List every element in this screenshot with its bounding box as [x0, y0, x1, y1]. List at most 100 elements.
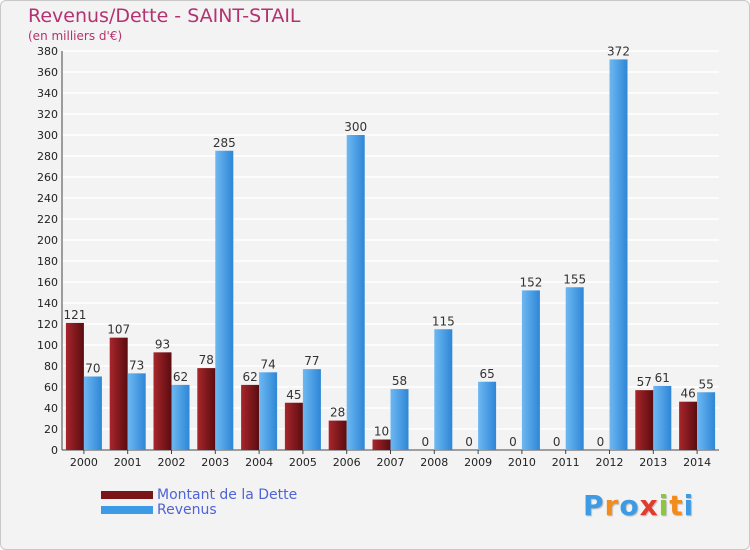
bar-revenue — [127, 373, 146, 450]
data-label: 70 — [85, 362, 100, 376]
x-tick-label: 2001 — [114, 456, 142, 469]
bar-revenue — [697, 392, 716, 450]
x-tick-label: 2007 — [377, 456, 405, 469]
data-label: 78 — [199, 353, 214, 367]
data-label: 0 — [421, 435, 429, 449]
proxiti-logo: Proxiti — [583, 489, 694, 522]
bar-debt — [153, 352, 172, 450]
bar-revenue — [478, 381, 497, 450]
x-tick-label: 2013 — [639, 456, 667, 469]
bar-revenue — [434, 329, 453, 450]
x-tick-label: 2004 — [245, 456, 273, 469]
data-label: 107 — [107, 323, 130, 337]
data-label: 121 — [63, 308, 86, 322]
y-tick-label: 200 — [37, 234, 58, 247]
y-tick-label: 20 — [44, 423, 58, 436]
bar-debt — [635, 390, 654, 450]
chart-title: Revenus/Dette - SAINT-STAIL — [28, 5, 301, 27]
bar-debt — [284, 402, 303, 450]
data-label: 62 — [242, 370, 257, 384]
x-tick-label: 2010 — [508, 456, 536, 469]
logo-letter: r — [604, 489, 620, 522]
bar-debt — [372, 439, 391, 450]
logo-letter: i — [683, 489, 695, 522]
legend: Montant de la Dette Revenus — [101, 486, 298, 518]
logo-letter: t — [669, 489, 684, 522]
y-tick-label: 0 — [51, 444, 58, 457]
x-tick-label: 2002 — [158, 456, 186, 469]
bar-debt — [679, 401, 698, 450]
x-tick-label: 2011 — [552, 456, 580, 469]
data-label: 61 — [655, 371, 670, 385]
x-tick-label: 2008 — [420, 456, 448, 469]
data-label: 10 — [374, 425, 389, 439]
legend-label-debt: Montant de la Dette — [157, 486, 298, 503]
y-tick-label: 220 — [37, 213, 58, 226]
y-tick-label: 240 — [37, 192, 58, 205]
bar-debt — [197, 368, 216, 450]
bar-revenue — [346, 135, 365, 450]
data-label: 62 — [173, 370, 188, 384]
y-tick-label: 380 — [37, 45, 58, 58]
y-tick-label: 120 — [37, 318, 58, 331]
bar-revenue — [171, 384, 190, 450]
x-tick-label: 2009 — [464, 456, 492, 469]
bar-revenue — [83, 376, 102, 450]
x-tick-label: 2014 — [683, 456, 711, 469]
x-tick-label: 2006 — [333, 456, 361, 469]
y-tick-label: 180 — [37, 255, 58, 268]
y-tick-label: 320 — [37, 108, 58, 121]
data-label: 115 — [432, 314, 455, 328]
data-label: 0 — [465, 435, 473, 449]
y-tick-label: 140 — [37, 297, 58, 310]
y-tick-label: 260 — [37, 171, 58, 184]
data-label: 0 — [553, 435, 561, 449]
data-label: 65 — [479, 367, 494, 381]
data-label: 285 — [213, 136, 236, 150]
data-label: 155 — [563, 272, 586, 286]
bar-revenue — [521, 290, 540, 450]
data-label: 300 — [344, 120, 367, 134]
y-tick-label: 340 — [37, 87, 58, 100]
bar-debt — [241, 384, 260, 450]
data-label: 46 — [680, 387, 695, 401]
y-tick-label: 100 — [37, 339, 58, 352]
logo-letter: P — [583, 489, 605, 522]
legend-swatch-debt — [101, 490, 153, 499]
x-tick-label: 2000 — [70, 456, 98, 469]
data-label: 74 — [260, 357, 275, 371]
data-label: 0 — [597, 435, 605, 449]
data-label: 152 — [519, 275, 542, 289]
data-label: 55 — [698, 377, 713, 391]
bar-revenue — [609, 59, 628, 451]
logo-letter: i — [658, 489, 670, 522]
y-tick-label: 40 — [44, 402, 58, 415]
y-tick-label: 160 — [37, 276, 58, 289]
y-tick-label: 60 — [44, 381, 58, 394]
data-label: 77 — [304, 354, 319, 368]
legend-label-revenue: Revenus — [157, 501, 217, 518]
data-label: 0 — [509, 435, 517, 449]
data-label: 58 — [392, 374, 407, 388]
x-tick-label: 2003 — [201, 456, 229, 469]
legend-item-debt: Montant de la Dette — [101, 486, 298, 503]
bar-revenue — [390, 389, 409, 450]
data-label: 372 — [607, 44, 630, 58]
y-tick-label: 280 — [37, 150, 58, 163]
data-label: 73 — [129, 358, 144, 372]
bar-revenue — [302, 369, 321, 450]
y-tick-label: 80 — [44, 360, 58, 373]
chart-subtitle: (en milliers d'€) — [28, 29, 123, 43]
data-label: 28 — [330, 406, 345, 420]
logo-letter: x — [639, 489, 659, 522]
data-label: 45 — [286, 388, 301, 402]
logo-letter: o — [619, 489, 640, 522]
bar-debt — [109, 337, 128, 450]
legend-item-revenue: Revenus — [101, 501, 297, 518]
data-label: 93 — [155, 337, 170, 351]
legend-swatch-revenue — [101, 505, 153, 514]
y-tick-label: 300 — [37, 129, 58, 142]
bar-revenue — [259, 372, 278, 450]
